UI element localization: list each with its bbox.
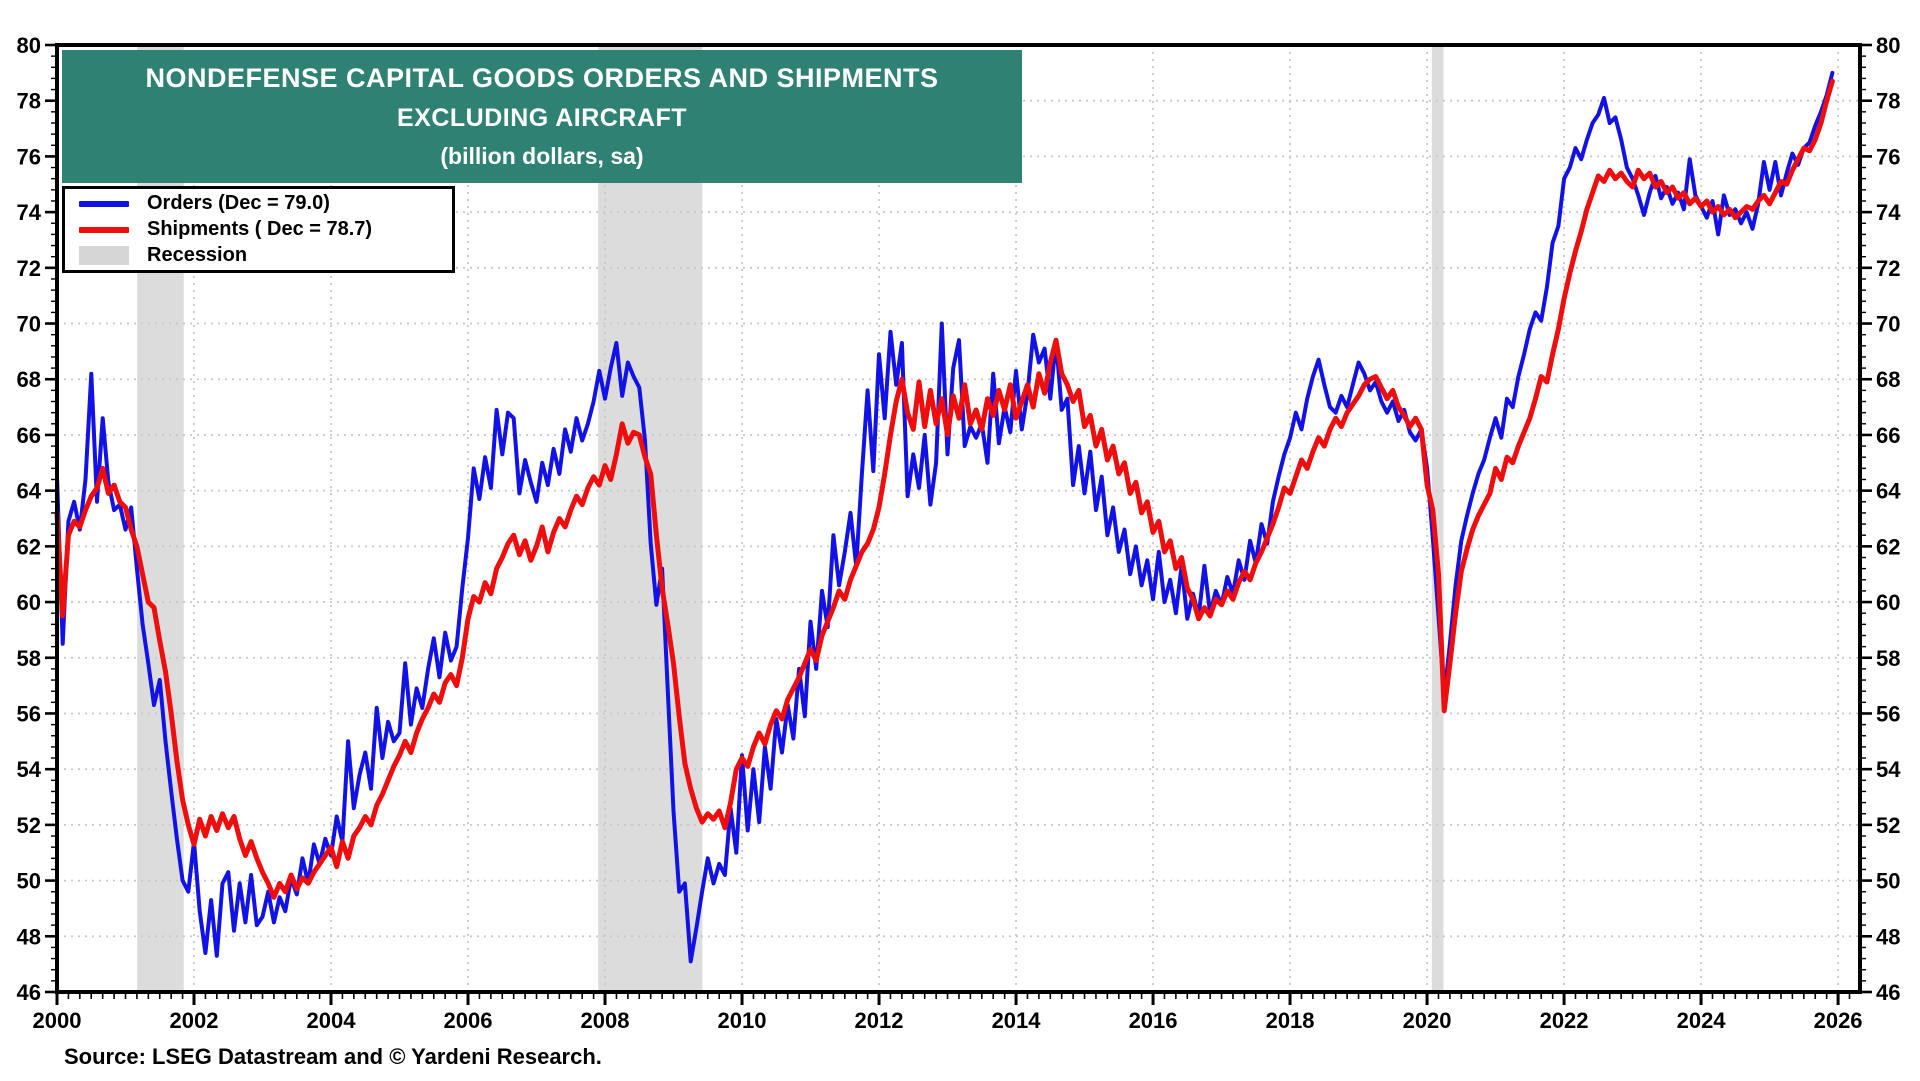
x-axis-label: 2004 — [307, 1008, 357, 1033]
orders-series-line — [55, 70, 1835, 964]
y-axis-label-left: 54 — [17, 757, 42, 782]
y-axis-label-left: 60 — [17, 590, 41, 615]
y-axis-label-right: 66 — [1876, 423, 1900, 448]
y-axis-label-right: 52 — [1876, 813, 1900, 838]
y-axis-label-left: 56 — [17, 701, 41, 726]
x-axis-label: 2026 — [1814, 1008, 1863, 1033]
y-axis-label-right: 60 — [1876, 590, 1900, 615]
y-axis-label-left: 72 — [17, 256, 41, 281]
y-axis-label-right: 46 — [1876, 980, 1900, 1005]
y-axis-label-left: 48 — [17, 924, 41, 949]
legend-item-orders: Orders (Dec = 79.0) — [65, 191, 452, 217]
y-axis-label-right: 78 — [1876, 89, 1900, 114]
x-axis-label: 2020 — [1403, 1008, 1452, 1033]
y-axis-label-right: 48 — [1876, 924, 1900, 949]
x-axis-label: 2006 — [444, 1008, 493, 1033]
y-axis-label-left: 50 — [17, 869, 41, 894]
y-axis-label-right: 64 — [1876, 479, 1901, 504]
y-axis-label-left: 58 — [17, 646, 41, 671]
chart-title-line1: NONDEFENSE CAPITAL GOODS ORDERS AND SHIP… — [145, 63, 939, 93]
x-axis-label: 2022 — [1540, 1008, 1589, 1033]
legend-item-shipments: Shipments ( Dec = 78.7) — [65, 217, 452, 243]
x-axis-label: 2024 — [1677, 1008, 1727, 1033]
chart-title-subtitle: (billion dollars, sa) — [440, 143, 644, 169]
y-axis-label-left: 68 — [17, 367, 41, 392]
recession-legend-label: Recession — [147, 243, 248, 266]
y-axis-label-right: 80 — [1876, 33, 1900, 58]
y-axis-label-left: 74 — [17, 200, 42, 225]
legend-box: Orders (Dec = 79.0) Shipments ( Dec = 78… — [62, 186, 455, 273]
y-axis-label-left: 76 — [17, 144, 41, 169]
y-axis-label-left: 80 — [17, 33, 41, 58]
x-axis-label: 2008 — [581, 1008, 630, 1033]
x-axis-label: 2014 — [992, 1008, 1042, 1033]
x-axis-label: 2000 — [33, 1008, 82, 1033]
y-axis-label-left: 64 — [17, 479, 42, 504]
recession-swatch — [79, 245, 129, 265]
x-axis-label: 2016 — [1129, 1008, 1178, 1033]
chart-title-box: NONDEFENSE CAPITAL GOODS ORDERS AND SHIP… — [62, 50, 1022, 183]
y-axis-label-right: 72 — [1876, 256, 1900, 281]
y-axis-label-right: 74 — [1876, 200, 1901, 225]
y-axis-label-right: 70 — [1876, 312, 1900, 337]
y-axis-label-right: 56 — [1876, 701, 1900, 726]
y-axis-label-right: 68 — [1876, 367, 1900, 392]
x-axis-label: 2012 — [855, 1008, 904, 1033]
y-axis-label-right: 54 — [1876, 757, 1901, 782]
y-axis-label-left: 78 — [17, 89, 41, 114]
x-axis-label: 2010 — [718, 1008, 767, 1033]
chart-title-line2: EXCLUDING AIRCRAFT — [396, 104, 687, 132]
y-axis-label-left: 62 — [17, 534, 41, 559]
shipments-series-line — [54, 78, 1835, 900]
y-axis-label-left: 66 — [17, 423, 41, 448]
y-axis-label-right: 76 — [1876, 144, 1900, 169]
y-axis-label-right: 62 — [1876, 534, 1900, 559]
shipments-legend-label: Shipments ( Dec = 78.7) — [147, 218, 373, 240]
x-axis-label: 2002 — [170, 1008, 219, 1033]
recession-band — [1431, 45, 1444, 992]
y-axis-label-left: 46 — [17, 980, 41, 1005]
orders-legend-label: Orders (Dec = 79.0) — [147, 192, 330, 215]
x-axis-label: 2018 — [1266, 1008, 1315, 1033]
y-axis-label-left: 70 — [17, 312, 41, 337]
y-axis-label-left: 52 — [17, 813, 41, 838]
orders-line-sample — [79, 200, 129, 207]
y-axis-label-right: 58 — [1876, 646, 1900, 671]
source-note: Source: LSEG Datastream and © Yardeni Re… — [64, 1044, 602, 1069]
shipments-line-sample — [79, 226, 129, 233]
legend-item-recession: Recession — [65, 242, 452, 268]
y-axis-label-right: 50 — [1876, 869, 1900, 894]
